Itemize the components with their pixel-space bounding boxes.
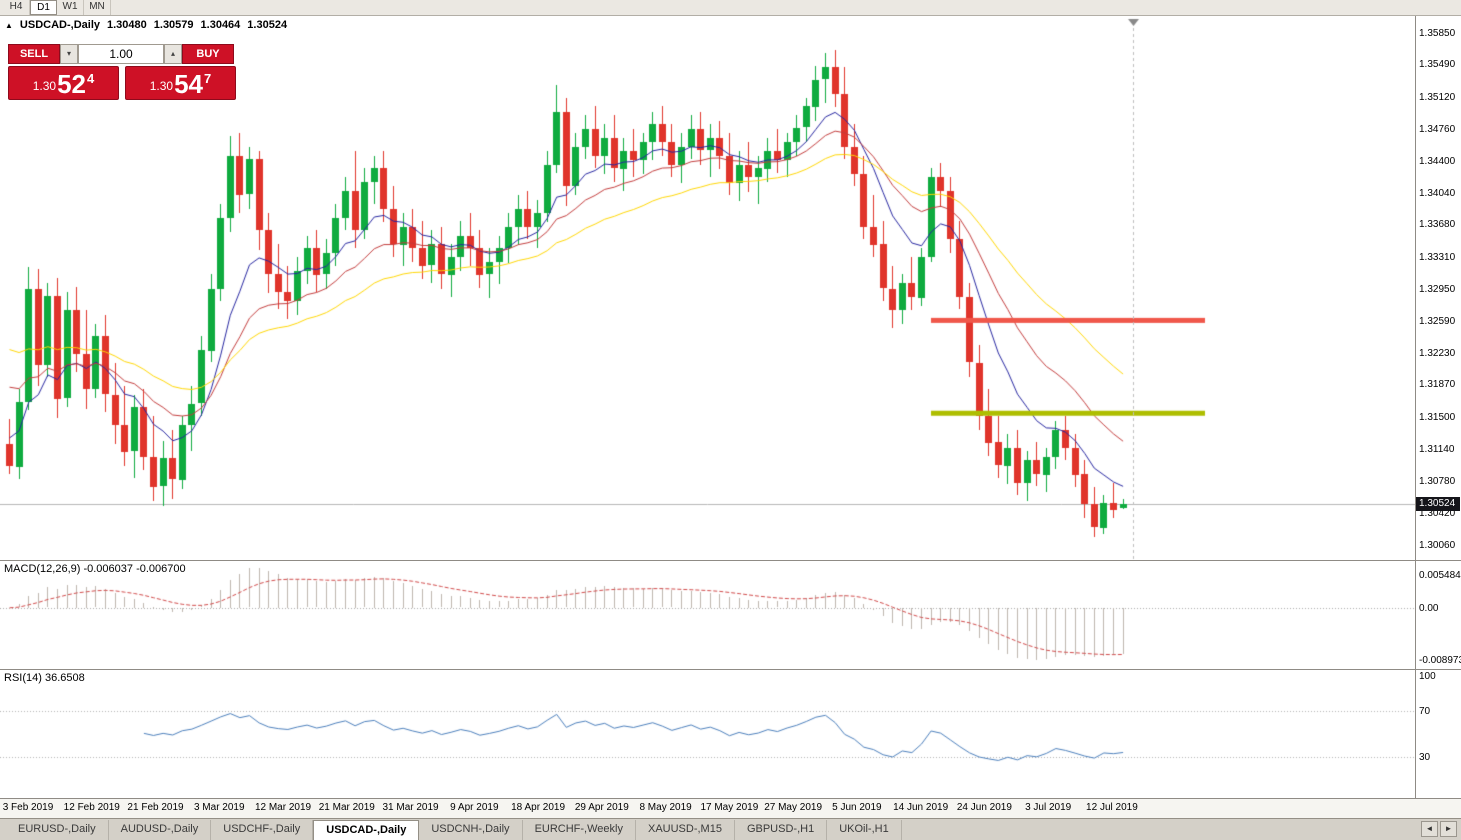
price-axis-label: 1.31140 xyxy=(1419,443,1455,455)
ohlc-close: 1.30524 xyxy=(247,19,288,31)
buy-button[interactable]: BUY xyxy=(182,44,234,64)
ohlc-high: 1.30579 xyxy=(153,19,194,31)
tabs-scroll-left-button[interactable]: ◄ xyxy=(1421,821,1438,837)
sell-price-big: 52 xyxy=(57,69,87,99)
price-axis-label: 1.35850 xyxy=(1419,27,1456,39)
buy-price-big: 54 xyxy=(174,69,204,99)
tab-gbpusd-h1[interactable]: GBPUSD-,H1 xyxy=(735,820,828,840)
rsi-axis-label: 70 xyxy=(1419,705,1431,717)
price-axis-label: 1.32590 xyxy=(1419,315,1456,327)
volume-increment-button[interactable]: ▴ xyxy=(164,44,182,64)
macd-indicator-canvas[interactable] xyxy=(0,561,1415,669)
price-axis-label: 1.32950 xyxy=(1419,283,1456,295)
chart-header: ▲ USDCAD-,Daily 1.30480 1.30579 1.30464 … xyxy=(5,19,287,31)
date-axis-label: 31 Mar 2019 xyxy=(382,802,439,813)
macd-axis-label: 0.005484 xyxy=(1419,570,1461,582)
date-axis-label: 8 May 2019 xyxy=(639,802,692,813)
macd-label: MACD(12,26,9) -0.006037 -0.006700 xyxy=(4,563,186,575)
macd-axis-label: 0.00 xyxy=(1419,602,1439,614)
date-axis-label: 29 Apr 2019 xyxy=(574,802,629,813)
price-axis-label: 1.31870 xyxy=(1419,379,1456,391)
date-axis-label: 3 Feb 2019 xyxy=(2,802,54,813)
price-axis-label: 1.33680 xyxy=(1419,219,1456,231)
date-axis-label: 12 Feb 2019 xyxy=(63,802,120,813)
price-axis-label: 1.33310 xyxy=(1419,252,1456,264)
buy-price-sup: 7 xyxy=(204,71,212,86)
rsi-indicator-canvas[interactable] xyxy=(0,670,1415,798)
sell-price-prefix: 1.30 xyxy=(32,79,57,93)
price-axis-label: 1.30060 xyxy=(1419,539,1456,551)
tab-xauusd-m15[interactable]: XAUUSD-,M15 xyxy=(636,820,735,840)
rsi-axis-label: 100 xyxy=(1419,671,1436,682)
tab-ukoil-h1[interactable]: UKOil-,H1 xyxy=(827,820,902,840)
pane-splitter[interactable] xyxy=(0,560,1461,561)
ohlc-open: 1.30480 xyxy=(107,19,147,31)
date-axis-label: 24 Jun 2019 xyxy=(956,802,1012,813)
rsi-axis-label: 30 xyxy=(1419,752,1431,764)
timeframe-button-d1[interactable]: D1 xyxy=(30,0,57,15)
date-axis-label: 3 Mar 2019 xyxy=(193,802,245,813)
tab-audusd-daily[interactable]: AUDUSD-,Daily xyxy=(109,820,212,840)
pane-splitter[interactable] xyxy=(0,669,1461,670)
date-axis-label: 18 Apr 2019 xyxy=(511,802,566,813)
date-axis-label: 9 Apr 2019 xyxy=(450,802,499,813)
rsi-label: RSI(14) 36.6508 xyxy=(4,672,85,684)
date-axis-band xyxy=(0,799,1461,818)
tab-usdcnh-daily[interactable]: USDCNH-,Daily xyxy=(419,820,523,840)
date-axis-label: 21 Mar 2019 xyxy=(318,802,375,813)
timeframe-button-w1[interactable]: W1 xyxy=(57,0,84,15)
sell-price-button[interactable]: 1.30 52 4 xyxy=(8,66,119,100)
tab-eurusd-daily[interactable]: EURUSD-,Daily xyxy=(6,820,109,840)
price-axis-label: 1.30780 xyxy=(1419,475,1456,487)
price-axis-label: 1.30420 xyxy=(1419,507,1456,519)
price-axis-label: 1.35120 xyxy=(1419,92,1456,104)
price-axis-separator xyxy=(1415,16,1416,798)
volume-input[interactable] xyxy=(78,44,164,64)
date-axis-label: 14 Jun 2019 xyxy=(893,802,949,813)
buy-price-prefix: 1.30 xyxy=(149,79,174,93)
tabs-scroll-right-button[interactable]: ► xyxy=(1440,821,1457,837)
timeframe-button-h4[interactable]: H4 xyxy=(3,0,30,15)
date-axis-label: 17 May 2019 xyxy=(700,802,759,813)
one-click-trading-panel: SELL ▾ ▴ BUY 1.30 52 4 1.30 54 7 xyxy=(8,44,236,100)
tab-scroll-controls: ◄ ► xyxy=(1421,821,1457,837)
chart-tabs: EURUSD-,Daily AUDUSD-,Daily USDCHF-,Daily U… xyxy=(0,818,1461,840)
sell-price-sup: 4 xyxy=(87,71,95,86)
price-axis-label: 1.35490 xyxy=(1419,59,1456,71)
timeframe-toolbar: H4 D1 W1 MN xyxy=(0,0,1461,16)
price-axis-label: 1.34400 xyxy=(1419,155,1456,167)
macd-axis-label: -0.008973 xyxy=(1419,655,1461,666)
symbol-direction-icon: ▲ xyxy=(5,20,13,30)
current-price-badge: 1.30524 xyxy=(1416,496,1460,511)
buy-price-button[interactable]: 1.30 54 7 xyxy=(125,66,236,100)
tab-usdcad-daily[interactable]: USDCAD-,Daily xyxy=(313,820,420,840)
date-axis-label: 12 Jul 2019 xyxy=(1086,802,1138,813)
price-axis-label: 1.34760 xyxy=(1419,123,1456,135)
sell-button[interactable]: SELL xyxy=(8,44,60,64)
tab-eurchf-weekly[interactable]: EURCHF-,Weekly xyxy=(523,820,636,840)
price-axis-label: 1.31500 xyxy=(1419,412,1456,424)
date-axis-label: 27 May 2019 xyxy=(764,802,823,813)
date-axis-label: 21 Feb 2019 xyxy=(127,802,184,813)
timeframe-button-mn[interactable]: MN xyxy=(84,0,111,15)
volume-decrement-button[interactable]: ▾ xyxy=(60,44,78,64)
date-axis-label: 12 Mar 2019 xyxy=(254,802,312,813)
date-axis-label: 3 Jul 2019 xyxy=(1025,802,1072,813)
chart-title: USDCAD-,Daily xyxy=(19,19,100,31)
tab-usdchf-daily[interactable]: USDCHF-,Daily xyxy=(211,820,314,840)
date-axis-label: 5 Jun 2019 xyxy=(832,802,882,813)
ohlc-low: 1.30464 xyxy=(200,19,241,31)
price-chart-canvas[interactable] xyxy=(0,16,1415,560)
price-axis-label: 1.34040 xyxy=(1419,187,1456,199)
price-axis-label: 1.32230 xyxy=(1419,347,1456,359)
axis-separator xyxy=(0,798,1461,799)
